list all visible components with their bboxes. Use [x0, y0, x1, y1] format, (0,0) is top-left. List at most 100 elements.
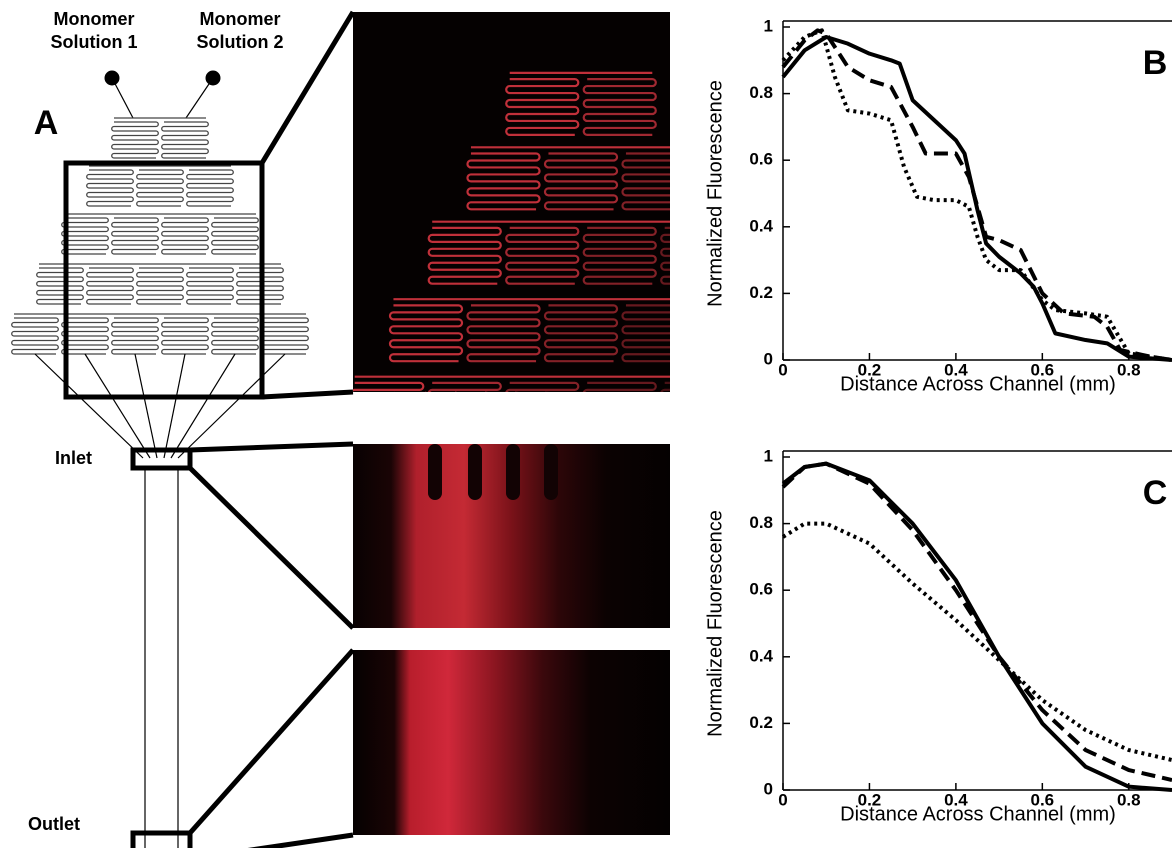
- mixer: [111, 217, 159, 255]
- line: [781, 28, 1172, 362]
- mixer: [86, 267, 134, 305]
- x-tick-label: 0: [778, 360, 787, 379]
- y-tick-label: 0.2: [749, 713, 773, 732]
- label-monomer-1a: Monomer: [54, 9, 135, 29]
- x-axis-label: Distance Across Channel (mm): [840, 803, 1116, 825]
- outlet-line: [177, 353, 286, 459]
- x-axis-label: Distance Across Channel (mm): [840, 373, 1116, 395]
- x-tick-label: 0.8: [1117, 790, 1141, 809]
- mixer: [161, 217, 209, 255]
- mixer: [136, 267, 184, 305]
- mixer: [211, 217, 259, 255]
- mixer: [388, 304, 464, 363]
- panel-label: A: [34, 104, 59, 142]
- mixer: [111, 317, 159, 355]
- y-tick-label: 0.2: [749, 283, 773, 302]
- mixer: [543, 152, 619, 211]
- y-tick-label: 0.8: [749, 83, 773, 102]
- feed: [185, 77, 214, 119]
- outlet-line: [134, 353, 158, 459]
- mixer: [261, 317, 309, 355]
- outlet-line: [170, 353, 236, 459]
- outlet-line: [515, 391, 520, 392]
- mixer: [61, 217, 109, 255]
- outlet-line: [163, 353, 186, 459]
- mixer: [739, 383, 811, 439]
- chip-diagram: [11, 70, 309, 459]
- outlet-line: [393, 391, 395, 392]
- panel-label: B: [1143, 44, 1168, 82]
- label-outlet: Outlet: [28, 814, 80, 834]
- x-tick-label: 0.8: [1117, 360, 1141, 379]
- mixer: [505, 226, 580, 285]
- micrograph-channels: [353, 71, 811, 439]
- outlet-line: [485, 391, 489, 392]
- mixer: [505, 381, 580, 392]
- y-tick-label: 0.4: [749, 646, 773, 665]
- mixer: [505, 78, 580, 136]
- outlet-line: [455, 391, 458, 392]
- line: [781, 461, 1172, 782]
- mixer: [660, 381, 670, 392]
- line: [781, 28, 1172, 362]
- outlet-line: [84, 353, 151, 459]
- mixer: [660, 226, 670, 285]
- zoom-lines: [63, 10, 356, 848]
- y-axis-label: Normalized Fluorescence: [704, 510, 726, 737]
- mixer: [86, 169, 134, 207]
- outlet-line: [545, 391, 551, 392]
- label-inlet: Inlet: [55, 448, 92, 468]
- label-monomer-1b: Solution 1: [51, 32, 138, 52]
- mixer: [582, 78, 657, 136]
- mixer: [621, 152, 670, 211]
- y-tick-label: 0: [764, 349, 773, 368]
- label-monomer-2b: Solution 2: [197, 32, 284, 52]
- label-monomer-2a: Monomer: [200, 9, 281, 29]
- panel-label: C: [1143, 474, 1168, 512]
- outlet-line: [425, 391, 427, 392]
- x-tick-label: 0.4: [944, 790, 968, 809]
- mixer: [186, 267, 234, 305]
- mixer: [61, 317, 109, 355]
- y-tick-label: 0.8: [749, 513, 773, 532]
- micrograph-outlet: [353, 650, 670, 835]
- mixer: [136, 169, 184, 207]
- y-tick-label: 0.4: [749, 216, 773, 235]
- line: [781, 521, 1172, 762]
- y-tick-label: 1: [764, 446, 773, 465]
- mixer: [36, 267, 84, 305]
- x-tick-label: 0.2: [858, 360, 882, 379]
- line: [781, 34, 1172, 362]
- mixer: [466, 152, 541, 211]
- mixer: [582, 381, 657, 392]
- x-tick-label: 0.4: [944, 360, 968, 379]
- y-tick-label: 1: [764, 16, 773, 35]
- y-tick-label: 0: [764, 779, 773, 798]
- mixer: [700, 305, 772, 361]
- mixer: [211, 317, 259, 355]
- mixer: [161, 121, 209, 159]
- mixer: [427, 226, 502, 285]
- x-tick-label: 0.6: [1031, 790, 1055, 809]
- y-tick-label: 0.6: [749, 150, 773, 169]
- mixer: [582, 226, 657, 285]
- mixer: [11, 317, 59, 355]
- mixer: [111, 121, 159, 159]
- y-tick-label: 0.6: [749, 580, 773, 599]
- mixer: [427, 381, 502, 392]
- mixer: [466, 304, 541, 363]
- outlet-line: [34, 353, 144, 459]
- mixer: [621, 304, 670, 363]
- y-axis-label: Normalized Fluorescence: [704, 80, 726, 307]
- mixer: [186, 169, 234, 207]
- mixer: [543, 304, 619, 363]
- x-tick-label: 0: [778, 790, 787, 809]
- inlet-fingers: [428, 444, 558, 500]
- x-tick-label: 0.6: [1031, 360, 1055, 379]
- channel: [144, 468, 179, 848]
- mixer: [161, 317, 209, 355]
- x-tick-label: 0.2: [858, 790, 882, 809]
